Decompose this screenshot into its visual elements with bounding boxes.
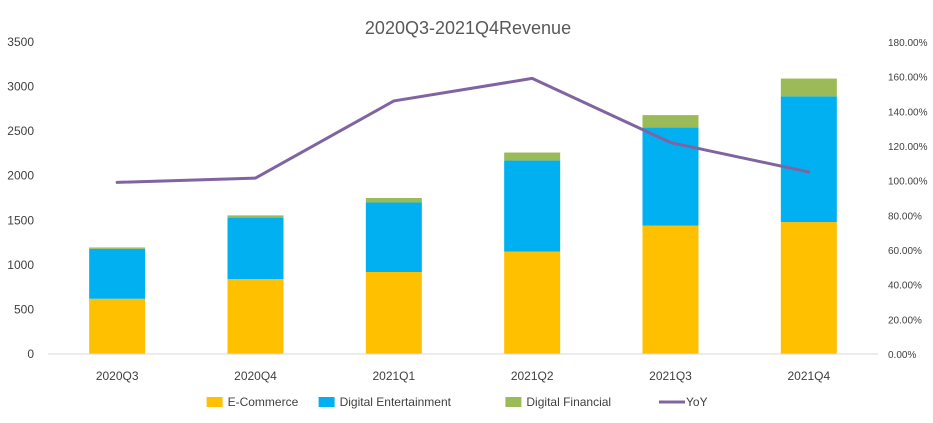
category-label: 2021Q3 xyxy=(649,369,692,383)
right-axis-tick-label: 160.00% xyxy=(888,73,928,84)
legend-label-yoy: YoY xyxy=(686,395,708,409)
bar-digital-entertainment xyxy=(89,248,146,299)
bar-digital-financial xyxy=(504,152,561,161)
bar-e-commerce xyxy=(504,251,561,354)
bar-series xyxy=(48,78,878,355)
category-axis: 2020Q3 2020Q4 2021Q1 2021Q2 2021Q3 2021Q4 xyxy=(96,369,831,383)
category-label: 2020Q3 xyxy=(96,369,139,383)
category-label: 2021Q4 xyxy=(787,369,830,383)
bar-e-commerce xyxy=(89,298,146,354)
chart-title: 2020Q3-2021Q4Revenue xyxy=(365,18,571,38)
bar-digital-entertainment xyxy=(780,96,837,223)
bar-digital-financial xyxy=(89,247,146,249)
category-label: 2020Q4 xyxy=(234,369,277,383)
bar-e-commerce xyxy=(227,279,284,354)
bar-digital-financial xyxy=(365,198,422,203)
right-axis-tick-label: 20.00% xyxy=(888,315,922,326)
bar-digital-financial xyxy=(227,215,284,218)
bar-e-commerce xyxy=(642,225,699,354)
left-axis: 0 500 1000 1500 2000 2500 3000 3500 xyxy=(7,35,34,361)
bar-e-commerce xyxy=(780,222,837,354)
right-axis-tick-label: 120.00% xyxy=(888,142,928,153)
left-axis-tick-label: 2500 xyxy=(7,124,34,138)
right-axis-tick-label: 80.00% xyxy=(888,211,922,222)
category-label: 2021Q2 xyxy=(511,369,554,383)
bar-digital-financial xyxy=(780,78,837,97)
yoy-line-series xyxy=(115,76,811,184)
legend-swatch-digital-entertainment xyxy=(318,397,335,407)
legend-swatch-e-commerce xyxy=(206,397,223,407)
line-yoy xyxy=(115,76,811,184)
category-label: 2021Q1 xyxy=(372,369,415,383)
right-axis-tick-label: 40.00% xyxy=(888,281,922,292)
legend-swatch-digital-financial xyxy=(505,397,522,407)
bar-digital-entertainment xyxy=(227,217,284,280)
legend-label-digital-entertainment: Digital Entertainment xyxy=(340,395,452,409)
left-axis-tick-label: 3000 xyxy=(7,80,34,94)
bar-digital-entertainment xyxy=(504,160,561,252)
left-axis-tick-label: 3500 xyxy=(7,35,34,49)
left-axis-tick-label: 2000 xyxy=(7,169,34,183)
right-axis-tick-label: 0.00% xyxy=(888,350,916,361)
legend-label-digital-financial: Digital Financial xyxy=(526,395,611,409)
legend: E-Commerce Digital Entertainment Digital F… xyxy=(206,395,708,409)
legend-label-e-commerce: E-Commerce xyxy=(228,395,299,409)
left-axis-tick-label: 500 xyxy=(14,302,34,316)
right-axis-tick-label: 180.00% xyxy=(888,38,928,49)
right-axis-tick-label: 140.00% xyxy=(888,107,928,118)
bar-digital-financial xyxy=(642,115,699,128)
left-axis-tick-label: 0 xyxy=(27,347,34,361)
right-axis: 0.00% 20.00% 40.00% 60.00% 80.00% 100.00% 120.… xyxy=(888,38,928,361)
right-axis-tick-label: 100.00% xyxy=(888,177,928,188)
bar-e-commerce xyxy=(365,271,422,354)
left-axis-tick-label: 1000 xyxy=(7,258,34,272)
left-axis-tick-label: 1500 xyxy=(7,213,34,227)
bar-digital-entertainment xyxy=(365,202,422,272)
right-axis-tick-label: 60.00% xyxy=(888,246,922,257)
